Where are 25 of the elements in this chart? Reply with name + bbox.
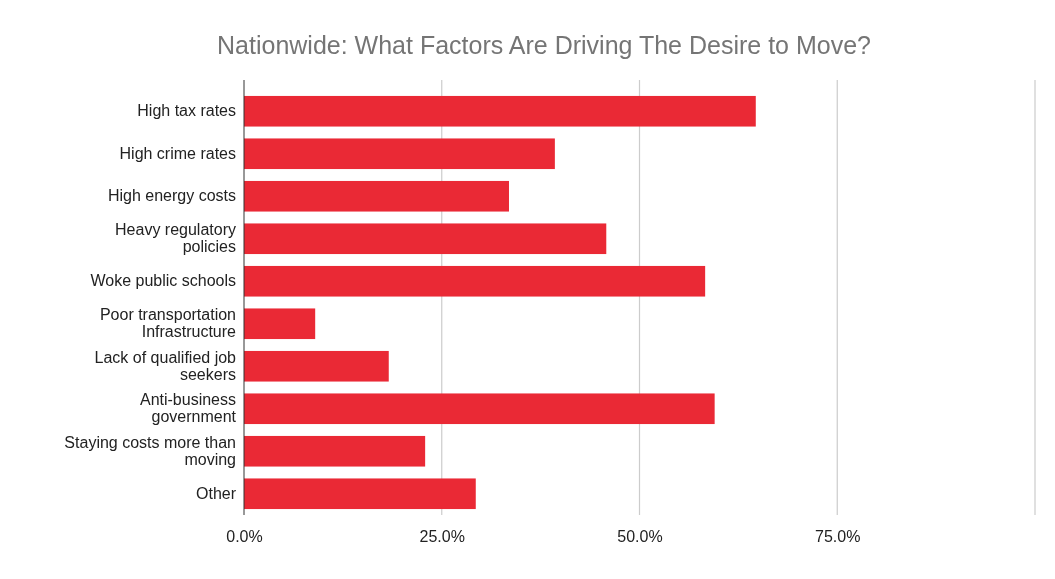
chart-title: Nationwide: What Factors Are Driving The Desire to Move? (217, 31, 871, 59)
bar (244, 478, 476, 510)
y-tick-label: Heavy regulatory policies (115, 221, 236, 256)
bar (244, 95, 756, 127)
bar (244, 393, 715, 425)
y-tick-label: High crime rates (119, 144, 236, 162)
y-tick-label: High tax rates (137, 102, 236, 120)
bar (244, 223, 607, 255)
x-tick-label: 25.0% (419, 528, 465, 546)
x-tick-label: 0.0% (226, 528, 263, 546)
y-tick-label: Woke public schools (90, 272, 236, 290)
bar (244, 138, 555, 170)
y-tick-label: Lack of qualified job seekers (94, 348, 237, 383)
bar (244, 350, 389, 382)
y-tick-label: Anti-business government (139, 391, 237, 426)
bar (244, 435, 426, 467)
y-tick-label: Poor transportation Infrastructure (99, 306, 237, 341)
x-tick-label: 50.0% (617, 528, 663, 546)
y-tick-label: Staying costs more than moving (64, 433, 236, 468)
x-tick-label: 75.0% (815, 528, 861, 546)
bar (244, 180, 509, 212)
y-tick-label: Other (195, 484, 237, 502)
bar (244, 265, 706, 297)
y-tick-label: High energy costs (107, 187, 236, 205)
bar (244, 308, 316, 340)
